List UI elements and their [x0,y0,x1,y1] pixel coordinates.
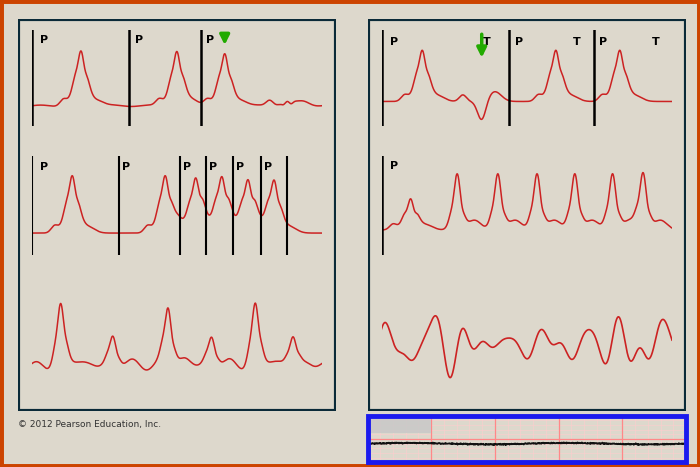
Text: P: P [390,37,398,47]
Text: P: P [40,35,48,45]
Text: P: P [40,162,48,172]
Text: P: P [206,35,214,45]
Text: P: P [209,162,217,172]
Text: P: P [134,35,143,45]
Text: P: P [390,161,398,171]
Text: T: T [652,37,659,47]
Text: P: P [237,162,244,172]
Text: P: P [122,162,130,172]
Text: T: T [483,37,491,47]
Text: P: P [183,162,190,172]
Text: P: P [264,162,272,172]
Text: P: P [599,37,608,47]
Text: © 2012 Pearson Education, Inc.: © 2012 Pearson Education, Inc. [18,420,160,429]
Text: T: T [573,37,581,47]
Text: P: P [515,37,524,47]
Bar [368,416,431,433]
